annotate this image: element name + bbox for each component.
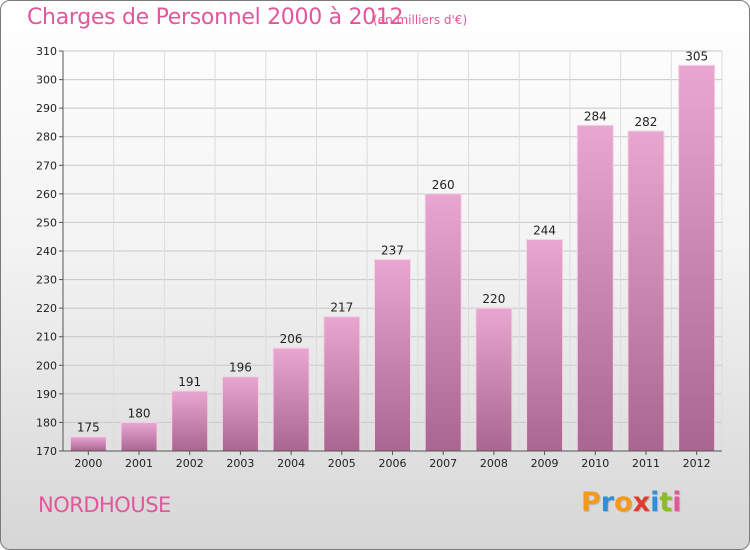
y-tick-label: 300 xyxy=(36,74,57,87)
logo-letter: P xyxy=(581,487,601,518)
bar-2008 xyxy=(475,307,513,452)
value-label: 284 xyxy=(584,109,607,123)
value-label: 220 xyxy=(482,292,505,306)
y-tick-label: 210 xyxy=(36,331,57,344)
logo-letter: o xyxy=(614,487,633,518)
value-label: 180 xyxy=(128,406,151,420)
bar-2007 xyxy=(424,193,462,452)
value-label: 196 xyxy=(229,361,252,375)
logo-letter: i xyxy=(650,487,660,518)
bar-2004 xyxy=(272,347,310,452)
chart-title: Charges de Personnel 2000 à 2012 xyxy=(27,5,404,30)
value-label: 305 xyxy=(685,49,708,63)
x-tick-label: 2000 xyxy=(74,457,102,470)
x-tick-label: 2002 xyxy=(176,457,204,470)
chart-subtitle: (en milliers d'€) xyxy=(373,13,468,27)
logo-letter: r xyxy=(600,487,615,518)
value-label: 244 xyxy=(533,224,556,238)
y-tick-label: 260 xyxy=(36,188,57,201)
x-tick-label: 2008 xyxy=(480,457,508,470)
y-tick-label: 250 xyxy=(36,216,57,229)
x-tick-label: 2001 xyxy=(125,457,153,470)
logo-letter: x xyxy=(632,487,651,518)
y-tick-label: 270 xyxy=(36,159,57,172)
bar-2006 xyxy=(374,259,411,452)
bar-2003 xyxy=(221,376,259,452)
value-label: 206 xyxy=(280,332,303,346)
logo-letter: t xyxy=(659,487,673,518)
value-label: 175 xyxy=(77,421,100,435)
y-tick-label: 290 xyxy=(36,102,57,115)
y-tick-label: 170 xyxy=(36,445,57,458)
y-tick-label: 190 xyxy=(36,388,57,401)
y-tick-label: 240 xyxy=(36,245,57,258)
bar-2000 xyxy=(69,436,107,452)
x-tick-label: 2003 xyxy=(226,457,254,470)
bar-2001 xyxy=(120,421,158,452)
town-name: NORDHOUSE xyxy=(38,493,171,517)
y-tick-label: 310 xyxy=(36,45,57,58)
bar-2005 xyxy=(323,316,361,452)
x-tick-labels: 2000 2001 2002 2003 2004 2005 2006 2007 2008 2009… xyxy=(74,451,711,470)
bar-2012 xyxy=(678,64,716,452)
bar-2010 xyxy=(576,124,614,452)
proxiti-logo: Proxiti xyxy=(581,487,682,518)
bar-2002 xyxy=(171,390,209,452)
x-tick-label: 2004 xyxy=(277,457,305,470)
value-label: 282 xyxy=(635,115,658,129)
value-label: 260 xyxy=(432,178,455,192)
x-tick-label: 2009 xyxy=(531,457,559,470)
y-tick-label: 180 xyxy=(36,416,57,429)
logo-letter: i xyxy=(672,487,682,518)
bar-2009 xyxy=(526,239,564,452)
bars xyxy=(69,64,716,452)
x-tick-label: 2012 xyxy=(683,457,711,470)
x-tick-label: 2011 xyxy=(632,457,660,470)
y-tick-label: 230 xyxy=(36,274,57,287)
value-label: 217 xyxy=(330,301,353,315)
x-tick-label: 2010 xyxy=(581,457,609,470)
y-tick-label: 280 xyxy=(36,131,57,144)
value-labels: 175 180 191 196 206 217 237 260 220 244 284 282 305 xyxy=(77,49,708,434)
x-tick-label: 2006 xyxy=(379,457,407,470)
value-label: 191 xyxy=(178,375,201,389)
y-tick-label: 200 xyxy=(36,359,57,372)
value-label: 237 xyxy=(381,244,404,258)
x-tick-label: 2005 xyxy=(328,457,356,470)
y-tick-labels: 170 180 190 200 210 220 230 240 250 260 270 280 290 3… xyxy=(36,45,57,458)
bar-2011 xyxy=(627,130,665,452)
y-tick-label: 220 xyxy=(36,302,57,315)
x-tick-label: 2007 xyxy=(429,457,457,470)
